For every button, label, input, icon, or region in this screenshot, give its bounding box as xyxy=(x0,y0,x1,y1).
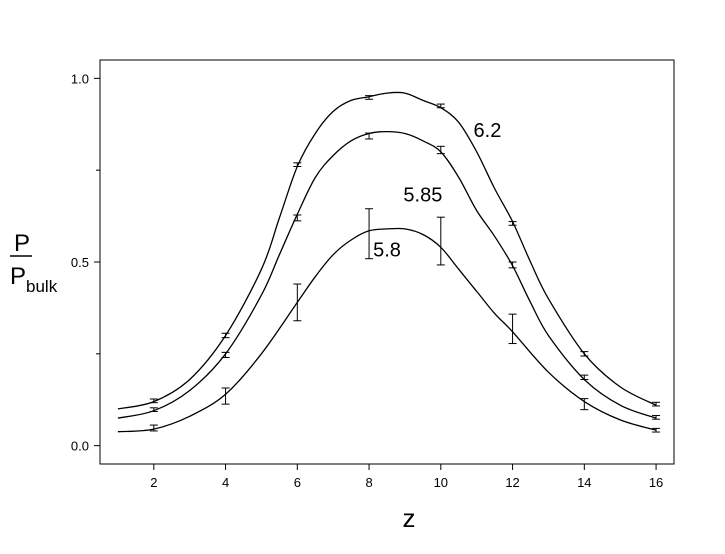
x-axis: 2 4 6 8 10 12 14 16 xyxy=(150,464,663,490)
series-label: 5.85 xyxy=(403,184,442,206)
error-bar xyxy=(508,313,517,345)
series-label: 6.2 xyxy=(474,120,502,142)
x-axis-title: z xyxy=(403,503,416,533)
series-curve xyxy=(117,130,657,419)
error-bar xyxy=(365,208,374,260)
x-tick-label: 16 xyxy=(649,475,663,490)
error-bar xyxy=(652,427,661,433)
series-curve xyxy=(117,91,657,410)
y-axis-title-denominator-base: P xyxy=(10,263,26,290)
error-bar xyxy=(580,374,589,381)
y-axis-title-numerator: P xyxy=(14,230,30,257)
series-curve xyxy=(117,227,657,433)
error-bar xyxy=(293,283,302,322)
error-bar xyxy=(149,398,158,404)
y-tick-label: 1.0 xyxy=(71,71,89,86)
error-bar xyxy=(365,95,374,100)
curves xyxy=(117,91,657,433)
error-bar xyxy=(580,351,589,357)
error-bar xyxy=(365,132,374,140)
x-tick-label: 6 xyxy=(294,475,301,490)
error-bar xyxy=(221,351,230,358)
x-tick-label: 2 xyxy=(150,475,157,490)
y-tick-label: 0.0 xyxy=(71,439,89,454)
x-tick-label: 4 xyxy=(222,475,229,490)
y-tick-label: 0.5 xyxy=(71,255,89,270)
series-label: 5.8 xyxy=(373,239,401,261)
x-tick-label: 12 xyxy=(505,475,519,490)
y-axis: 0.0 0.5 1.0 xyxy=(71,71,100,454)
y-axis-title-denominator: Pbulk xyxy=(10,263,58,296)
error-bar xyxy=(221,387,230,405)
error-bar xyxy=(293,214,302,222)
x-tick-label: 10 xyxy=(434,475,448,490)
error-bar xyxy=(436,103,445,109)
error-bar xyxy=(436,145,445,155)
error-bar xyxy=(221,332,230,339)
error-bar xyxy=(580,398,589,411)
error-bar xyxy=(149,424,158,432)
x-tick-label: 8 xyxy=(365,475,372,490)
x-tick-label: 14 xyxy=(577,475,591,490)
error-bar xyxy=(149,407,158,412)
error-bar xyxy=(508,221,517,226)
error-bars xyxy=(149,95,661,433)
error-bar xyxy=(652,415,661,420)
error-bar xyxy=(436,216,445,266)
error-bar xyxy=(508,261,517,269)
error-bar xyxy=(652,401,661,407)
y-axis-title: P Pbulk xyxy=(10,230,58,296)
error-bar xyxy=(293,162,302,168)
y-axis-title-subscript: bulk xyxy=(26,277,58,296)
series-annotations: 6.2 5.85 5.8 xyxy=(373,120,501,261)
